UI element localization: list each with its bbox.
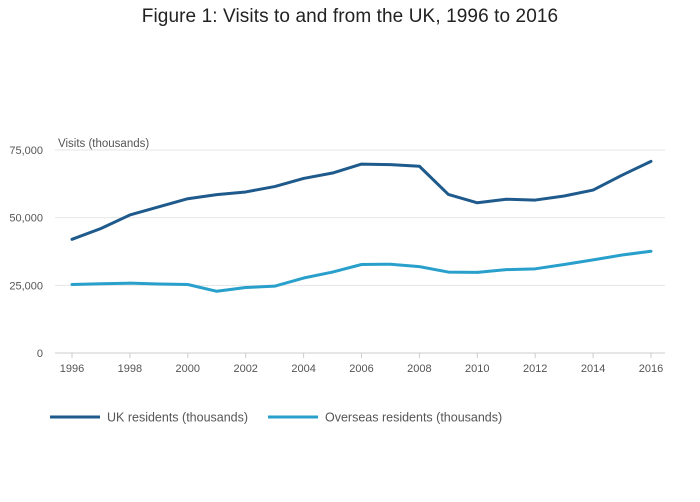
legend-label-1: UK residents (thousands) <box>107 411 248 425</box>
y-tick-label: 25,000 <box>9 280 43 292</box>
x-tick-label: 2012 <box>523 363 547 375</box>
x-tick-label: 2014 <box>581 363 605 375</box>
y-tick-label: 75,000 <box>9 145 43 157</box>
x-tick-label: 2010 <box>465 363 489 375</box>
x-tick-label: 1998 <box>118 363 142 375</box>
chart-title: Figure 1: Visits to and from the UK, 199… <box>141 6 559 27</box>
y-axis-title: Visits (thousands) <box>58 138 149 150</box>
y-tick-label: 50,000 <box>9 213 43 225</box>
x-tick-label: 2004 <box>291 363 315 375</box>
x-tick-label: 2000 <box>176 363 200 375</box>
x-tick-label: 2016 <box>639 363 663 375</box>
series-line-2 <box>70 249 653 293</box>
series-line-1 <box>70 159 653 241</box>
x-tick-label: 2006 <box>349 363 373 375</box>
x-tick-label: 1996 <box>60 363 84 375</box>
legend-label-2: Overseas residents (thousands) <box>325 411 502 425</box>
x-tick-label: 2002 <box>233 363 257 375</box>
x-tick-label: 2008 <box>407 363 431 375</box>
y-tick-label: 0 <box>37 348 43 360</box>
